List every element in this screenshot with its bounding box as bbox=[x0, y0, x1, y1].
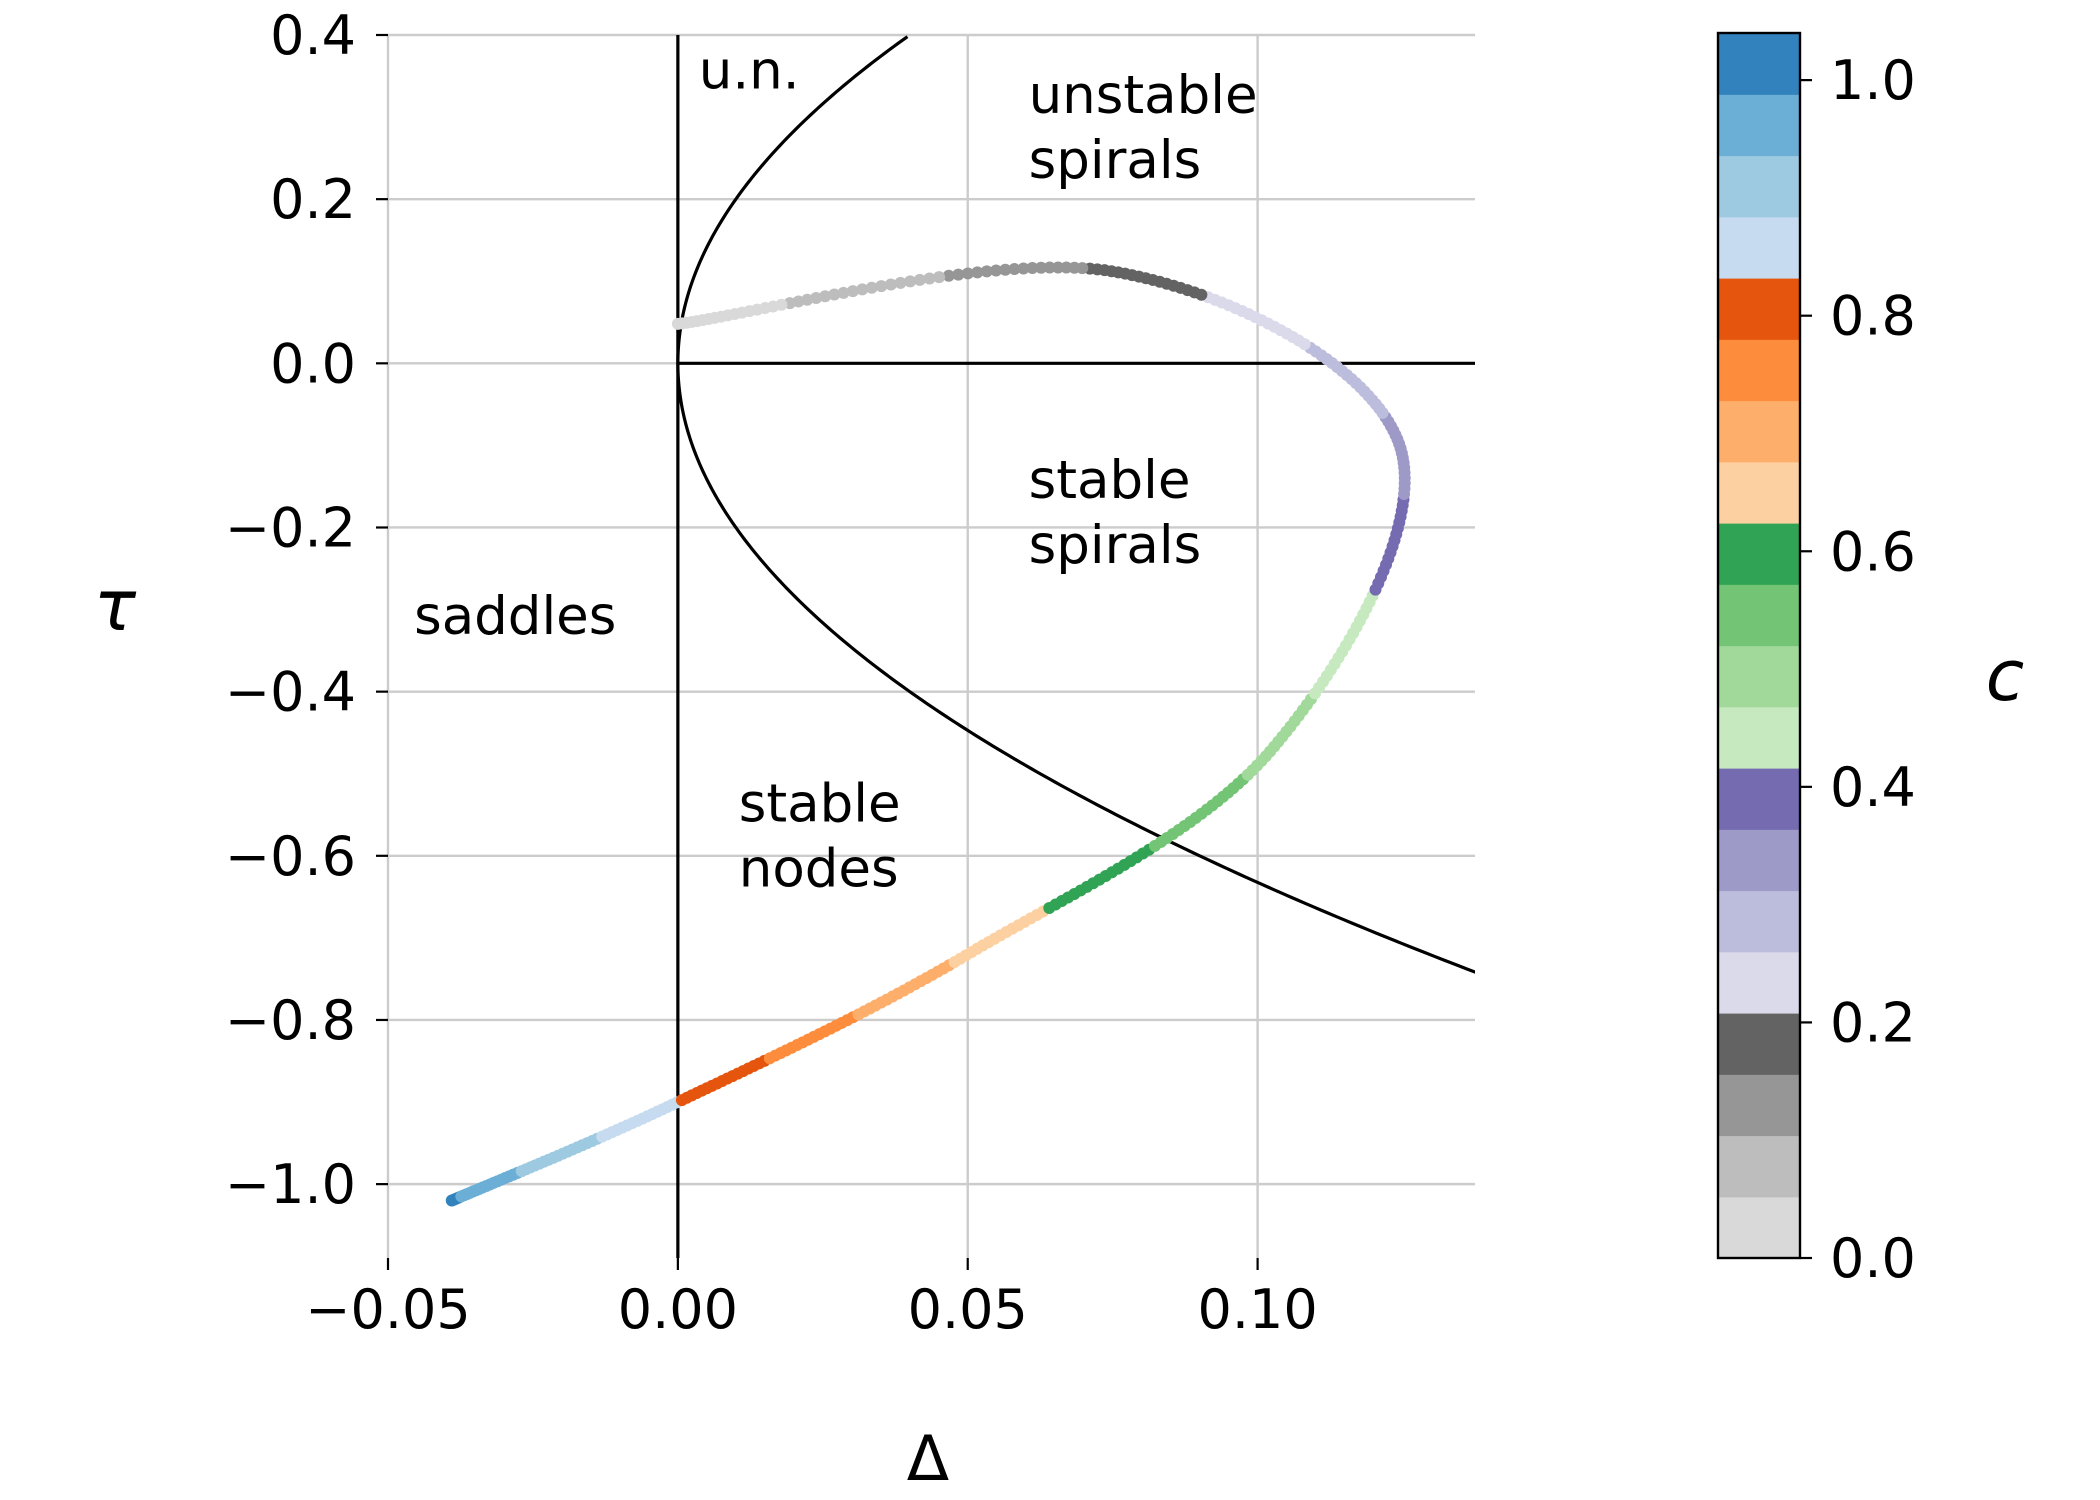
x-tick-label: −0.05 bbox=[305, 1278, 470, 1341]
colorbar-swatch bbox=[1718, 33, 1800, 95]
trajectory-point bbox=[884, 278, 897, 291]
y-tick-label: 0.0 bbox=[270, 332, 356, 395]
x-tick-label: 0.00 bbox=[618, 1278, 738, 1341]
trajectory-point bbox=[828, 288, 841, 301]
x-tick-label: 0.10 bbox=[1197, 1278, 1317, 1341]
trajectory-point bbox=[933, 271, 946, 284]
colorbar-swatch bbox=[1718, 829, 1800, 892]
colorbar-swatch bbox=[1718, 400, 1800, 463]
region-label-un: u.n. bbox=[699, 40, 800, 101]
trajectory-point bbox=[913, 273, 926, 286]
region-label-stable-spirals: spirals bbox=[1029, 515, 1202, 576]
region-label-stable-nodes: nodes bbox=[739, 838, 899, 899]
colorbar-swatch bbox=[1718, 1074, 1800, 1137]
colorbar-tick-label: 0.4 bbox=[1830, 756, 1916, 819]
colorbar-label: c bbox=[1986, 635, 2025, 717]
region-label-unstable-spirals: unstable bbox=[1029, 65, 1258, 126]
colorbar-swatch bbox=[1718, 94, 1800, 157]
colorbar-swatch bbox=[1718, 1196, 1800, 1259]
trajectory-point bbox=[999, 263, 1012, 276]
trajectory-point bbox=[1035, 261, 1048, 274]
trajectory-point bbox=[846, 285, 859, 298]
colorbar-swatch bbox=[1718, 461, 1800, 524]
colorbar-swatch bbox=[1718, 706, 1800, 769]
colorbar-frame bbox=[1716, 31, 1802, 1260]
y-tick-label: −0.2 bbox=[225, 496, 356, 559]
trajectory-point bbox=[980, 265, 993, 278]
region-label-saddles: saddles bbox=[414, 586, 616, 647]
colorbar-swatch bbox=[1718, 645, 1800, 708]
region-label-unstable-spirals: spirals bbox=[1029, 130, 1202, 191]
trajectory-point bbox=[856, 283, 869, 296]
colorbar-swatch bbox=[1718, 155, 1800, 218]
y-tick-label: −0.8 bbox=[225, 989, 356, 1052]
y-axis-label: τ bbox=[94, 565, 137, 647]
colorbar-swatch bbox=[1718, 216, 1800, 279]
colorbar-tick-label: 0.8 bbox=[1830, 285, 1916, 348]
trajectory-point bbox=[1008, 263, 1021, 276]
colorbar-tick-label: 1.0 bbox=[1830, 49, 1916, 112]
colorbar-swatch bbox=[1718, 278, 1800, 340]
trajectory-point bbox=[990, 264, 1003, 277]
trajectory-point bbox=[952, 268, 965, 281]
colorbar-swatch bbox=[1718, 523, 1800, 585]
colorbar-swatch bbox=[1718, 584, 1800, 647]
x-tick-label: 0.05 bbox=[908, 1278, 1028, 1341]
colorbar-tick-label: 0.6 bbox=[1830, 520, 1916, 583]
parabola-boundary bbox=[676, 35, 1475, 974]
trajectory-point bbox=[865, 281, 878, 294]
plot-area: −0.05 0.00 0.05 0.10 0.4 0.2 0.0 −0.2 −0.4 −0.6 −0… bbox=[225, 4, 1475, 1341]
trajectory-point bbox=[837, 286, 850, 299]
colorbar: 0.0 0.2 0.4 0.6 0.8 1.0 bbox=[1716, 31, 1916, 1290]
trajectory-point bbox=[1060, 261, 1073, 274]
colorbar-swatch bbox=[1718, 339, 1800, 402]
region-label-stable-nodes: stable bbox=[739, 773, 901, 834]
trajectory-point bbox=[1017, 262, 1030, 275]
trajectory-point bbox=[875, 280, 888, 293]
trajectory-point bbox=[1026, 262, 1039, 275]
trajectory-point bbox=[1052, 261, 1065, 274]
trajectory-point bbox=[923, 272, 936, 285]
colorbar-swatch bbox=[1718, 951, 1800, 1014]
y-tick-label: 0.4 bbox=[270, 4, 356, 67]
plot-content bbox=[445, 35, 1475, 1258]
colorbar-swatch bbox=[1718, 1013, 1800, 1075]
y-tick-label: −1.0 bbox=[225, 1153, 356, 1216]
y-tick-label: 0.2 bbox=[270, 168, 356, 231]
y-tick-label: −0.6 bbox=[225, 825, 356, 888]
region-label-stable-spirals: stable bbox=[1029, 450, 1191, 511]
trajectory-point bbox=[904, 275, 917, 288]
trajectory-point bbox=[1043, 261, 1056, 274]
x-axis-label: Δ bbox=[907, 1422, 949, 1495]
colorbar-tick-label: 0.0 bbox=[1830, 1227, 1916, 1290]
colorbar-swatch bbox=[1718, 768, 1800, 830]
colorbar-tick-label: 0.2 bbox=[1830, 991, 1916, 1054]
trajectory-point bbox=[671, 317, 684, 330]
trajectory-point bbox=[894, 276, 907, 289]
trajectory-point bbox=[810, 292, 823, 305]
trajectory-point bbox=[971, 266, 984, 279]
trajectory-point bbox=[819, 290, 832, 303]
trajectory-point bbox=[961, 267, 974, 280]
colorbar-swatch bbox=[1718, 1135, 1800, 1198]
trajectory-point bbox=[942, 269, 955, 282]
colorbar-swatch bbox=[1718, 890, 1800, 953]
y-tick-label: −0.4 bbox=[225, 661, 356, 724]
